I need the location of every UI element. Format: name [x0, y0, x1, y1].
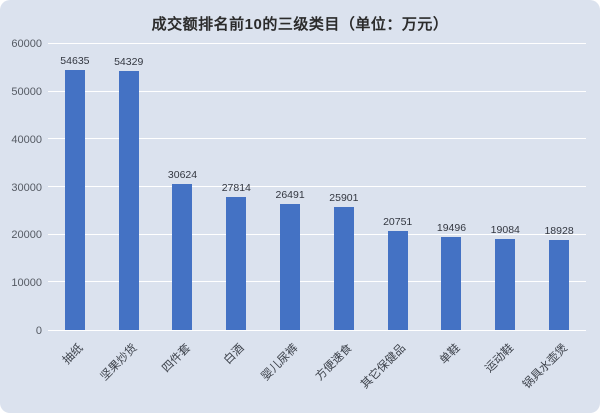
- gridline: [48, 138, 586, 140]
- bar-group: 27814: [209, 44, 263, 330]
- bar-value-label: 20751: [383, 216, 413, 229]
- y-axis-tick-label: 0: [35, 325, 42, 337]
- y-axis-tick-label: 20000: [11, 229, 42, 242]
- y-axis-tick-label: 30000: [11, 181, 42, 194]
- gridline: [48, 43, 586, 44]
- bar-group: 20751: [371, 44, 425, 330]
- bar: [118, 71, 139, 330]
- bar: [172, 184, 193, 330]
- y-axis-tick-label: 10000: [11, 277, 42, 290]
- bar-value-label: 26491: [275, 188, 305, 201]
- bar: [280, 203, 301, 330]
- bar-group: 30624: [156, 44, 210, 330]
- x-axis-label: 婴儿尿裤: [259, 342, 301, 384]
- bar: [226, 197, 247, 330]
- bar-value-label: 18928: [544, 224, 574, 237]
- x-axis-label: 单鞋: [437, 342, 463, 367]
- chart-title: 成交额排名前10的三级类目（单位：万元）: [151, 16, 449, 33]
- gridline: [48, 186, 586, 187]
- y-axis-tick-label: 60000: [11, 38, 42, 50]
- gridline: [48, 90, 586, 92]
- bar: [549, 239, 570, 330]
- x-axis-label: 坚果炒货: [98, 342, 140, 384]
- bar-group: 25901: [317, 44, 371, 330]
- y-axis: 0 10000 20000 30000 40000 50000 60000: [10, 38, 48, 337]
- bar-value-label: 54329: [114, 56, 144, 69]
- x-axis-label: 白酒: [222, 342, 247, 367]
- x-axis-label: 方便速食: [313, 342, 355, 384]
- bar-group: 54329: [102, 44, 156, 330]
- bar-value-label: 19084: [490, 224, 520, 237]
- gridline: [48, 281, 586, 283]
- bar: [495, 239, 516, 330]
- bar-value-label: 30624: [167, 169, 198, 182]
- y-axis-tick-label: 40000: [11, 133, 42, 146]
- y-axis-tick-label: 50000: [11, 85, 42, 98]
- bar-group: 26491: [263, 44, 317, 330]
- gridline: [48, 233, 586, 235]
- bar: [64, 69, 85, 330]
- x-axis-label: 锅具水壶煲: [520, 342, 570, 392]
- x-axis-label: 四件套: [160, 342, 194, 376]
- x-axis-label: 其它保健品: [359, 342, 409, 392]
- bar-group: 19496: [425, 44, 479, 330]
- bar-value-label: 25901: [329, 191, 359, 204]
- x-axis-label: 运动鞋: [483, 342, 516, 376]
- plot-area: 54635 54329 30624 27814 26491 25901 20751 19496…: [48, 43, 586, 391]
- bar: [387, 231, 408, 330]
- bar-group: 54635: [48, 44, 102, 330]
- bar: [441, 237, 462, 330]
- bar-value-label: 27814: [221, 182, 251, 195]
- bar-series: 54635 54329 30624 27814 26491 25901 20751 19496…: [48, 44, 586, 330]
- bar-group: 18928: [532, 44, 586, 330]
- bar: [333, 206, 354, 330]
- bar-value-label: 54635: [60, 54, 90, 67]
- chart-body: 0 10000 20000 30000 40000 50000 60000 54635 543…: [10, 38, 586, 391]
- bar-group: 19084: [478, 44, 532, 330]
- x-axis-label: 抽纸: [60, 342, 86, 367]
- bar-value-label: 19496: [436, 222, 467, 235]
